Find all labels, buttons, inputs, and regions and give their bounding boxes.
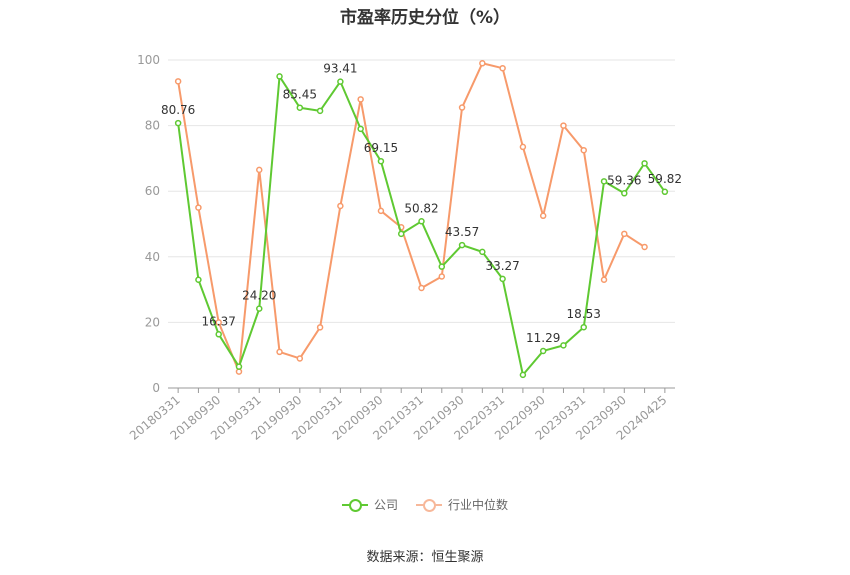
data-point (641, 243, 648, 251)
data-point (580, 146, 587, 154)
data-label: 85.45 (283, 88, 317, 102)
legend-swatch-industry (416, 498, 442, 512)
data-point (174, 78, 182, 85)
data-point (296, 104, 304, 111)
pe-percentile-line-chart: 0204060801002018033120180930201903312019… (127, 53, 682, 443)
data-point (479, 60, 486, 67)
data-point (195, 276, 202, 284)
data-point (215, 331, 222, 338)
data-point (438, 263, 446, 270)
y-tick-label: 20 (145, 315, 160, 329)
data-point (357, 96, 364, 103)
legend-item-industry[interactable]: 行业中位数 (416, 496, 508, 513)
chart-title: 市盈率历史分位（%） (339, 8, 511, 28)
data-point (316, 324, 324, 331)
legend-item-company[interactable]: 公司 (341, 496, 398, 513)
data-point (296, 355, 304, 362)
data-label: 33.27 (485, 259, 519, 273)
data-point (174, 119, 182, 127)
data-point (600, 276, 608, 284)
legend-label-company: 公司 (373, 498, 398, 512)
data-label: 11.29 (526, 331, 560, 345)
legend-swatch-company (341, 498, 368, 512)
data-point (600, 178, 608, 185)
data-label: 24.20 (242, 289, 276, 303)
data-point (377, 157, 385, 165)
legend: 公司 行业中位数 (0, 496, 850, 513)
series-line (177, 75, 666, 376)
data-point (276, 348, 283, 356)
data-point (377, 207, 385, 215)
data-point (337, 78, 344, 85)
data-point (316, 107, 324, 115)
data-point (337, 202, 344, 210)
data-point (621, 190, 628, 197)
data-point (458, 104, 466, 111)
data-label: 80.76 (161, 103, 195, 117)
data-point (499, 64, 506, 72)
y-tick-label: 80 (145, 119, 160, 133)
data-source: 数据来源：恒生聚源 (366, 550, 484, 565)
data-label: 59.36 (607, 173, 641, 187)
data-point (357, 125, 364, 133)
data-label: 43.57 (445, 225, 479, 239)
data-label: 16.37 (202, 314, 236, 328)
data-point (195, 204, 202, 211)
y-tick-label: 40 (145, 250, 160, 264)
series-line (177, 62, 646, 373)
data-label: 93.41 (323, 62, 357, 76)
data-point (235, 363, 243, 370)
y-tick-label: 60 (145, 184, 160, 198)
data-label: 59.82 (648, 172, 682, 186)
data-point (519, 371, 527, 379)
data-point (256, 166, 263, 174)
data-point (458, 241, 466, 249)
data-point (438, 273, 446, 280)
data-point (499, 275, 506, 283)
data-point (580, 323, 587, 331)
legend-label-industry: 行业中位数 (448, 498, 509, 512)
data-point (621, 230, 628, 238)
data-label: 18.53 (567, 307, 601, 321)
data-point (661, 188, 669, 196)
data-label: 50.82 (404, 201, 438, 215)
data-point (215, 319, 222, 326)
data-point (560, 122, 567, 129)
data-point (397, 230, 405, 238)
data-point (539, 347, 547, 355)
data-point (256, 305, 263, 312)
data-point (560, 342, 567, 349)
data-label: 69.15 (364, 141, 398, 155)
data-point (479, 248, 486, 256)
data-point (641, 160, 648, 167)
data-point (519, 143, 527, 151)
y-tick-label: 0 (152, 381, 160, 395)
y-tick-label: 100 (137, 53, 160, 67)
data-point (276, 73, 283, 80)
data-point (418, 218, 425, 225)
data-point (539, 212, 547, 220)
data-point (418, 284, 425, 292)
